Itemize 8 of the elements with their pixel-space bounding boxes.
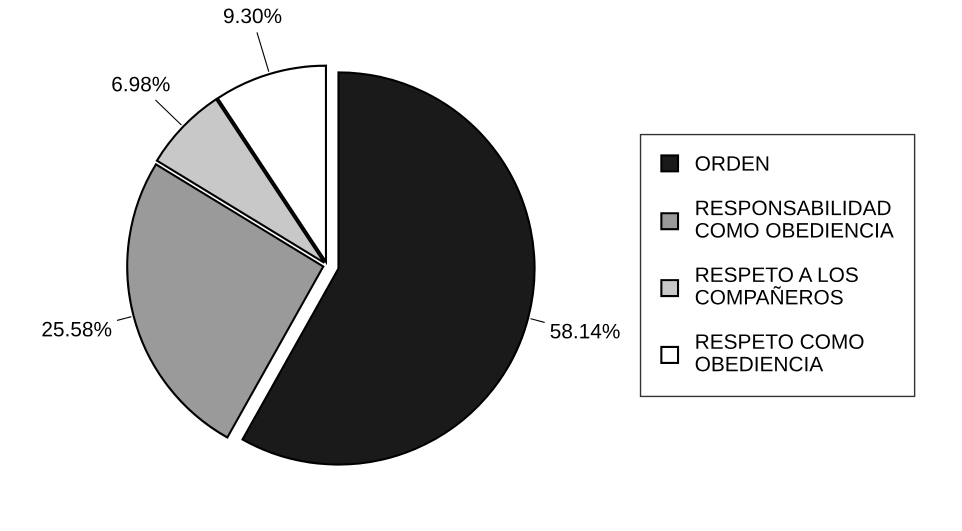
legend-label: ORDEN	[696, 156, 768, 171]
data-label: 58.14%	[550, 324, 620, 339]
data-label: 25.58%	[42, 322, 112, 337]
legend-label: RESPETO COMO OBEDIENCIA	[696, 334, 864, 372]
data-label: 6.98%	[112, 76, 170, 92]
legend-label: RESPONSABILIDAD COMO OBEDIENCIA	[696, 200, 894, 238]
data-label: 9.30%	[224, 8, 282, 24]
legend-label: RESPETO A LOS COMPAÑEROS	[696, 267, 858, 305]
